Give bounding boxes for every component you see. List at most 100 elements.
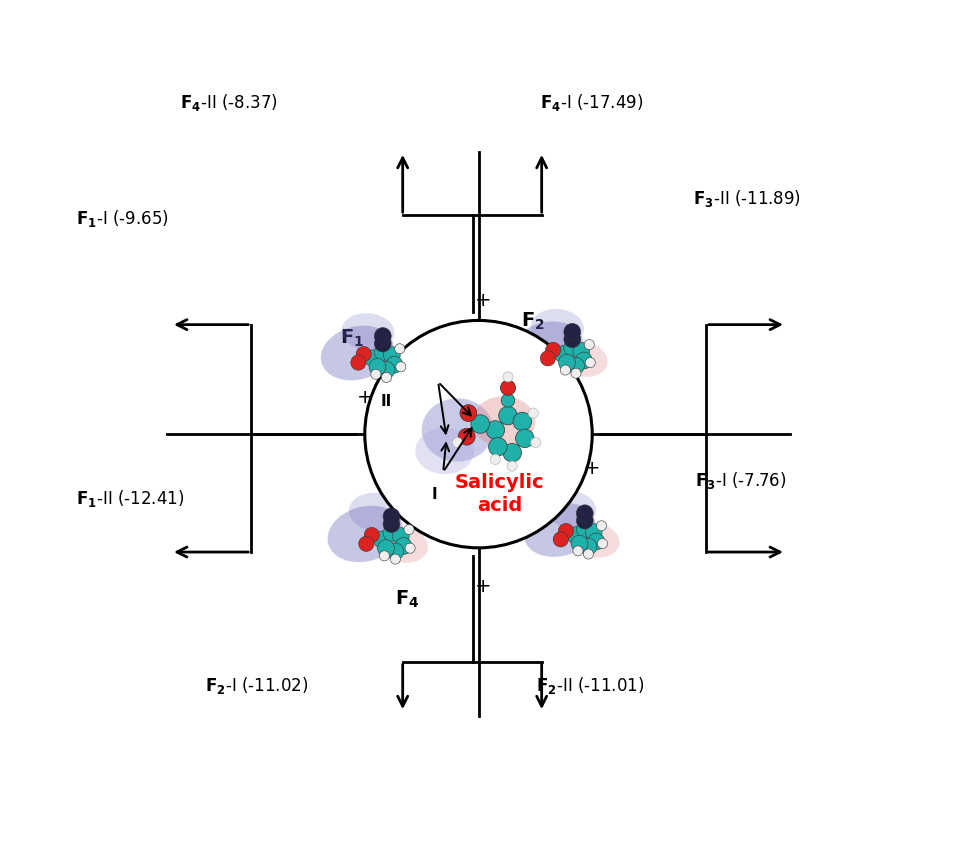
Circle shape — [560, 365, 570, 376]
Circle shape — [460, 405, 477, 422]
Ellipse shape — [545, 491, 596, 528]
Circle shape — [513, 413, 531, 431]
Ellipse shape — [531, 310, 584, 347]
Circle shape — [541, 351, 555, 366]
Ellipse shape — [422, 399, 493, 462]
Circle shape — [382, 373, 391, 383]
Text: +: + — [357, 387, 373, 406]
Circle shape — [379, 551, 389, 561]
Circle shape — [383, 508, 400, 525]
Circle shape — [387, 544, 404, 560]
Circle shape — [573, 344, 590, 360]
Ellipse shape — [342, 314, 394, 351]
Text: $\mathbf{F_3}$-II (-11.89): $\mathbf{F_3}$-II (-11.89) — [693, 188, 801, 209]
Ellipse shape — [415, 428, 475, 474]
Circle shape — [356, 347, 371, 362]
Circle shape — [396, 362, 406, 372]
Text: +: + — [475, 576, 491, 596]
Circle shape — [384, 348, 400, 364]
Circle shape — [370, 370, 381, 380]
Circle shape — [571, 535, 588, 552]
Text: $\mathbf{F_2}$: $\mathbf{F_2}$ — [522, 311, 545, 332]
Circle shape — [559, 354, 575, 371]
Circle shape — [575, 353, 592, 370]
Circle shape — [507, 462, 517, 472]
Text: $\mathbf{F_1}$-II (-12.41): $\mathbf{F_1}$-II (-12.41) — [76, 488, 185, 509]
Text: $\mathbf{F_2}$-II (-11.01): $\mathbf{F_2}$-II (-11.01) — [536, 674, 644, 695]
Circle shape — [596, 521, 607, 531]
Circle shape — [501, 394, 515, 408]
Circle shape — [503, 372, 513, 382]
Circle shape — [383, 525, 400, 542]
Circle shape — [374, 328, 391, 345]
Circle shape — [405, 544, 415, 554]
Text: $\mathbf{F_3}$: $\mathbf{F_3}$ — [559, 529, 583, 550]
Circle shape — [365, 350, 382, 367]
Ellipse shape — [370, 347, 418, 381]
Circle shape — [571, 369, 581, 379]
Circle shape — [378, 362, 395, 379]
Circle shape — [351, 355, 366, 371]
Circle shape — [369, 359, 386, 376]
Text: $\mathbf{F_4}$: $\mathbf{F_4}$ — [394, 588, 419, 609]
Circle shape — [395, 538, 412, 555]
Circle shape — [490, 455, 501, 465]
Text: +: + — [584, 459, 600, 478]
Circle shape — [503, 444, 522, 463]
Ellipse shape — [349, 493, 404, 532]
Circle shape — [576, 521, 593, 538]
Circle shape — [404, 525, 414, 535]
Circle shape — [499, 407, 517, 425]
Circle shape — [564, 340, 581, 357]
Circle shape — [489, 438, 507, 457]
Text: $\mathbf{F_1}$: $\mathbf{F_1}$ — [340, 327, 365, 349]
Text: $\mathbf{F_3}$-I (-7.76): $\mathbf{F_3}$-I (-7.76) — [695, 469, 787, 490]
Circle shape — [586, 524, 602, 541]
Text: +: + — [475, 290, 491, 310]
Circle shape — [392, 528, 410, 545]
Circle shape — [528, 408, 538, 419]
Circle shape — [386, 357, 403, 374]
Circle shape — [584, 340, 594, 350]
Text: $\mathbf{F_4}$-I (-17.49): $\mathbf{F_4}$-I (-17.49) — [540, 91, 643, 112]
Circle shape — [374, 344, 391, 361]
Ellipse shape — [379, 528, 428, 563]
Text: $\mathbf{F_1}$-I (-9.65): $\mathbf{F_1}$-I (-9.65) — [76, 208, 168, 229]
Circle shape — [568, 358, 585, 375]
Circle shape — [580, 538, 597, 555]
Circle shape — [471, 415, 489, 434]
Ellipse shape — [321, 327, 394, 381]
Circle shape — [584, 549, 593, 560]
Ellipse shape — [573, 523, 619, 558]
Ellipse shape — [523, 504, 595, 557]
Circle shape — [378, 540, 394, 557]
Circle shape — [573, 546, 583, 556]
Circle shape — [586, 358, 595, 368]
Circle shape — [374, 336, 391, 353]
Text: II: II — [380, 393, 391, 408]
Circle shape — [531, 438, 541, 448]
Circle shape — [564, 332, 581, 349]
Text: I: I — [432, 486, 437, 501]
Circle shape — [516, 430, 534, 448]
Circle shape — [359, 537, 374, 552]
Circle shape — [554, 346, 571, 363]
Text: $\mathbf{F_4}$-II (-8.37): $\mathbf{F_4}$-II (-8.37) — [180, 91, 278, 112]
Circle shape — [588, 533, 605, 550]
Circle shape — [545, 343, 561, 358]
Circle shape — [373, 532, 390, 549]
Circle shape — [567, 528, 584, 544]
Circle shape — [558, 524, 573, 539]
Circle shape — [383, 516, 400, 533]
Circle shape — [458, 429, 475, 446]
Circle shape — [453, 438, 462, 448]
Circle shape — [394, 344, 405, 354]
Circle shape — [564, 324, 581, 341]
Circle shape — [365, 321, 592, 549]
Ellipse shape — [327, 506, 403, 562]
Ellipse shape — [510, 322, 584, 376]
Ellipse shape — [472, 397, 535, 447]
Circle shape — [553, 533, 568, 547]
Ellipse shape — [560, 343, 608, 377]
Text: $\mathbf{F_2}$-I (-11.02): $\mathbf{F_2}$-I (-11.02) — [205, 674, 308, 695]
